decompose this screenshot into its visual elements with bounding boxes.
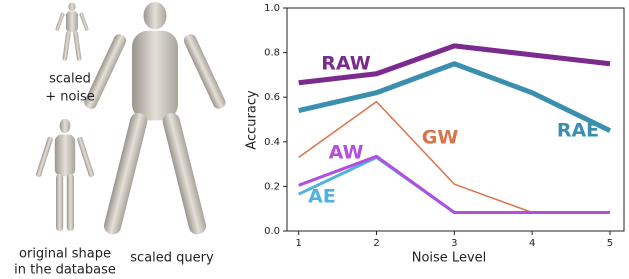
y-tick-label: 0.0 xyxy=(264,226,280,237)
series-label: AW xyxy=(329,142,364,164)
shape-small xyxy=(55,2,89,61)
shape-original xyxy=(35,119,94,231)
x-tick-label: 5 xyxy=(607,238,613,249)
y-tick-label: 0.4 xyxy=(264,137,280,148)
caption: in the database xyxy=(14,263,116,278)
series-label: AE xyxy=(308,186,336,208)
y-axis-label: Accuracy xyxy=(245,90,260,150)
figure: scaled + noise original shape in the dat… xyxy=(0,0,629,279)
y-tick-label: 1.0 xyxy=(264,3,280,14)
series-label: RAE xyxy=(557,120,599,142)
x-axis-label: Noise Level xyxy=(412,251,487,266)
shape-query xyxy=(83,2,228,236)
x-tick-label: 1 xyxy=(295,238,301,249)
caption: + noise xyxy=(45,90,95,105)
y-tick-label: 0.8 xyxy=(264,48,280,59)
y-tick-label: 0.2 xyxy=(264,181,280,192)
series-label: GW xyxy=(422,127,459,149)
series-label: RAW xyxy=(321,53,370,75)
x-tick-label: 4 xyxy=(529,238,535,249)
caption: scaled xyxy=(49,72,91,87)
caption: scaled query xyxy=(130,251,214,266)
x-tick-label: 3 xyxy=(451,238,457,249)
x-tick-label: 2 xyxy=(373,238,379,249)
caption: original shape xyxy=(19,247,111,262)
y-tick-label: 0.6 xyxy=(264,92,280,103)
